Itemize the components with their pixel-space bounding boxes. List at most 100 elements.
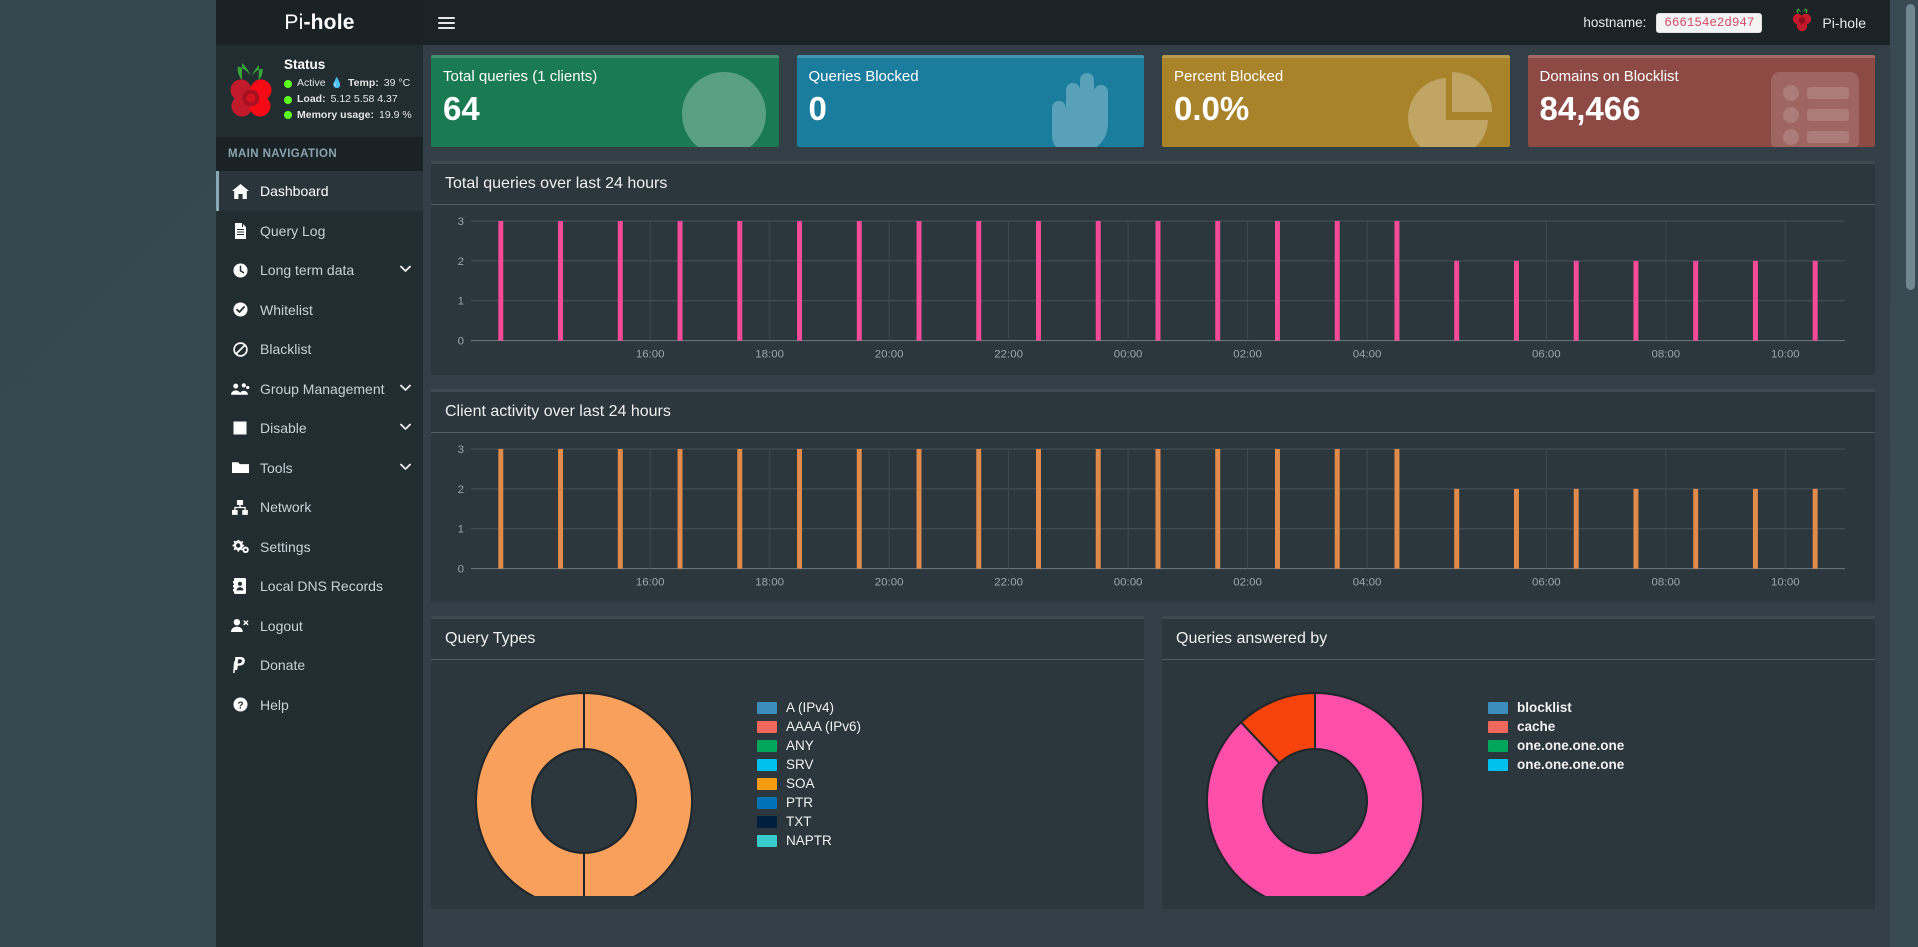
sidebar-item-settings[interactable]: Settings [216,527,423,567]
sidebar-item-label: Blacklist [260,341,312,357]
legend-item[interactable]: one.one.one.one [1488,757,1624,772]
load-label: Load: [297,92,326,105]
legend-item[interactable]: AAAA (IPv6) [757,719,861,734]
legend-item[interactable]: PTR [757,795,861,810]
legend-label: AAAA (IPv6) [786,719,862,735]
legend-swatch [757,701,777,714]
hostname-label: hostname: [1583,15,1647,30]
svg-text:3: 3 [458,216,464,228]
legend-swatch [1488,720,1508,733]
status-dot-icon [284,79,292,88]
chart-client-activity[interactable]: 0 1 2 3 16:00 18:00 20:00 22:00 00:00 02:00 04:00 0… [445,443,1861,595]
sidebar-item-dashboard[interactable]: Dashboard [216,171,423,211]
legend-queries-answered-by: blocklist cache one.one.one.one one.one.one… [1470,676,1624,776]
svg-text:20:00: 20:00 [875,576,904,588]
sidebar-item-donate[interactable]: Donate [216,645,423,685]
sidebar-item-long-term-data[interactable]: Long term data [216,250,423,290]
status-dot-icon [284,111,292,120]
svg-text:06:00: 06:00 [1532,576,1561,588]
panel-title: Client activity over last 24 hours [445,402,671,420]
stat-box-queries-blocked[interactable]: Queries Blocked 0 [796,55,1144,147]
stat-box-domains-on-blocklist[interactable]: Domains on Blocklist 84,466 [1527,55,1875,147]
sidebar-item-label: Tools [260,459,293,476]
legend-swatch [757,758,777,771]
sidebar-item-label: Settings [260,538,311,555]
navbar: hostname: 666154e2d947 Pi-hole [423,0,1890,45]
sidebar-item-network[interactable]: Network [216,487,423,527]
svg-text:18:00: 18:00 [755,349,784,361]
paypal-icon [230,657,250,673]
sidebar-item-whitelist[interactable]: Whitelist [216,290,423,330]
sidebar-item-label: Group Management [260,380,385,397]
donut-slice[interactable] [1239,692,1316,765]
legend-item[interactable]: SOA [757,776,861,791]
status-row-load: Load: 5.12 5.58 4.37 [284,92,412,108]
legend-item[interactable]: blocklist [1488,700,1624,715]
chart-queries-answered-by[interactable] [1170,676,1470,911]
status-active-label: Active [297,77,326,89]
raspberry-icon [1790,7,1814,38]
panel-header: Queries answered by [1162,619,1875,661]
temp-label: Temp: [348,77,379,89]
sidebar-item-label: Help [260,696,289,713]
sidebar-item-blacklist[interactable]: Blacklist [216,329,423,369]
legend-label: one.one.one.one [1517,757,1625,773]
sidebar-item-tools[interactable]: Tools [216,448,423,488]
legend-item[interactable]: ANY [757,738,861,753]
status-panel: Status Active 💧 Temp: 39 °C Load: 5.12 5… [216,45,423,137]
page-scrollbar[interactable] [1903,0,1918,947]
svg-text:02:00: 02:00 [1233,576,1262,588]
stat-box-value: 84,466 [1539,90,1641,127]
legend-item[interactable]: cache [1488,719,1624,734]
legend-item[interactable]: SRV [757,757,861,772]
donut-slice[interactable] [583,692,693,911]
legend-item[interactable]: A (IPv4) [757,700,861,715]
sidebar-item-label: Donate [260,657,306,673]
hamburger-icon[interactable] [423,0,469,45]
stat-box-percent-blocked[interactable]: Percent Blocked 0.0% [1162,55,1510,147]
svg-text:04:00: 04:00 [1353,349,1382,361]
top-header-bar: Pi-hole hostname: 666154e2d947 [216,0,1890,45]
app-page: Pi-hole hostname: 666154e2d947 [216,0,1890,947]
legend-item[interactable]: TXT [757,814,861,829]
droplet-icon: 💧 [330,78,344,90]
svg-text:0: 0 [458,336,464,348]
panel-header: Query Types [431,619,1144,661]
donut-slice[interactable] [475,692,585,911]
chart-query-types[interactable] [439,676,739,911]
legend-label: TXT [786,814,812,830]
panel-header: Total queries over last 24 hours [431,164,1875,205]
svg-text:?: ? [237,700,243,711]
stat-box-value: 0.0% [1174,90,1250,127]
sidebar-item-query-log[interactable]: Query Log [216,211,423,251]
legend-label: ANY [786,738,814,754]
svg-text:06:00: 06:00 [1532,349,1561,361]
stat-box-title: Domains on Blocklist [1539,68,1679,85]
app-logo[interactable]: Pi-hole [216,0,423,45]
stat-box-total-queries-1-clients[interactable]: Total queries (1 clients) 64 [431,55,779,147]
users-icon [230,382,250,396]
sidebar-item-group-management[interactable]: Group Management [216,369,423,409]
raspberry-pi-logo-icon [228,61,274,119]
sidebar-item-logout[interactable]: Logout [216,606,423,646]
user-menu[interactable]: Pi-hole [1790,7,1872,38]
svg-text:16:00: 16:00 [636,349,665,361]
address-book-icon [230,578,250,594]
chart-total-queries[interactable]: 0 1 2 3 16:00 18:00 20:00 22:00 00:00 02:00 04:00 0… [445,215,1861,367]
sitemap-icon [230,499,250,515]
svg-text:08:00: 08:00 [1651,576,1680,588]
nav-section-header: MAIN NAVIGATION [216,137,423,172]
sidebar-item-local-dns-records[interactable]: Local DNS Records [216,566,423,606]
legend-swatch [1488,758,1508,771]
donut-slice[interactable] [1206,692,1424,911]
legend-item[interactable]: NAPTR [757,833,861,848]
svg-text:02:00: 02:00 [1233,349,1262,361]
scrollbar-thumb[interactable] [1906,4,1915,290]
sidebar-item-disable[interactable]: Disable [216,408,423,448]
hand-icon [1034,66,1134,147]
main-content: Total queries (1 clients) 64 Queries Block… [423,45,1890,947]
sidebar-item-help[interactable]: ? Help [216,685,423,725]
chevron-down-icon [400,462,411,474]
bottom-panel-row: Query Types A (IPv4) AAAA (IPv6) ANY SRV SOA… [431,616,1875,911]
legend-item[interactable]: one.one.one.one [1488,738,1624,753]
